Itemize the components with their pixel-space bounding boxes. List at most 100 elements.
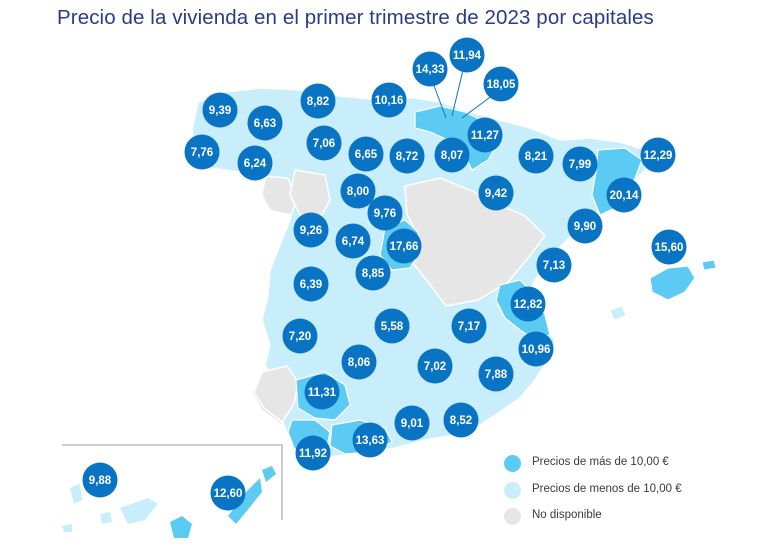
connector-14-33 bbox=[432, 82, 447, 119]
price-marker-label: 7,76 bbox=[191, 147, 213, 159]
price-marker: 11,92 bbox=[295, 435, 331, 471]
legend-label-above: Precios de más de 10,00 € bbox=[532, 456, 669, 468]
price-marker-circle bbox=[562, 146, 598, 182]
price-marker-circle bbox=[202, 92, 238, 128]
price-marker: 11,31 bbox=[304, 374, 340, 410]
price-marker-label: 18,05 bbox=[487, 79, 516, 91]
price-marker: 8,07 bbox=[434, 137, 470, 173]
price-marker: 9,01 bbox=[394, 405, 430, 441]
price-marker: 11,94 bbox=[449, 37, 485, 73]
region-balearic bbox=[649, 265, 696, 301]
price-marker-label: 7,06 bbox=[313, 138, 335, 150]
price-marker-circle bbox=[340, 173, 376, 209]
price-marker: 7,88 bbox=[478, 356, 514, 392]
price-marker: 8,52 bbox=[443, 402, 479, 438]
price-marker-label: 7,02 bbox=[424, 361, 446, 373]
price-marker-label: 8,72 bbox=[396, 151, 418, 163]
price-marker-circle bbox=[341, 344, 377, 380]
price-marker-label: 11,94 bbox=[453, 50, 482, 62]
price-marker-circle bbox=[374, 308, 410, 344]
price-marker-circle bbox=[606, 177, 642, 213]
price-marker: 9,76 bbox=[367, 195, 403, 231]
price-marker-circle bbox=[451, 308, 487, 344]
price-marker-circle bbox=[483, 66, 519, 102]
region-menorca bbox=[701, 259, 717, 271]
island-la-palma bbox=[70, 484, 82, 504]
price-marker-circle bbox=[389, 138, 425, 174]
island-el-hierro bbox=[62, 524, 72, 532]
region-ibiza bbox=[609, 305, 627, 321]
price-marker: 15,60 bbox=[651, 229, 687, 265]
price-marker-label: 6,65 bbox=[355, 149, 378, 161]
price-marker-circle bbox=[443, 402, 479, 438]
price-marker-label: 9,42 bbox=[485, 188, 507, 200]
price-marker-label: 12,60 bbox=[214, 488, 243, 500]
price-marker-label: 20,14 bbox=[610, 190, 639, 202]
price-marker-label: 11,27 bbox=[471, 130, 499, 142]
price-marker: 5,58 bbox=[374, 308, 410, 344]
price-marker: 7,13 bbox=[536, 247, 572, 283]
legend-label-unavailable: No disponible bbox=[532, 509, 602, 521]
price-marker-label: 9,76 bbox=[374, 208, 396, 220]
price-marker: 7,99 bbox=[562, 146, 598, 182]
price-marker: 7,76 bbox=[184, 134, 220, 170]
price-marker: 17,66 bbox=[386, 228, 422, 264]
price-marker-label: 6,39 bbox=[300, 279, 322, 291]
price-marker: 6,65 bbox=[348, 136, 384, 172]
island-lanzarote bbox=[262, 466, 276, 482]
price-marker-label: 11,31 bbox=[308, 387, 337, 399]
price-marker-circle bbox=[355, 255, 391, 291]
price-marker-circle bbox=[518, 138, 554, 174]
price-marker-circle bbox=[295, 435, 331, 471]
price-marker: 9,42 bbox=[478, 175, 514, 211]
price-marker-circle bbox=[449, 37, 485, 73]
price-marker-label: 6,24 bbox=[244, 158, 267, 170]
price-marker-label: 14,33 bbox=[416, 64, 445, 76]
price-marker: 7,17 bbox=[451, 308, 487, 344]
price-marker-circle bbox=[306, 125, 342, 161]
connector-11-94 bbox=[451, 69, 464, 117]
price-marker-label: 9,39 bbox=[209, 105, 231, 117]
price-marker: 6,39 bbox=[293, 266, 329, 302]
price-marker: 6,63 bbox=[247, 105, 283, 141]
price-marker-circle bbox=[394, 405, 430, 441]
price-marker-circle bbox=[478, 356, 514, 392]
island-tenerife bbox=[120, 498, 158, 524]
price-marker-circle bbox=[640, 137, 676, 173]
price-marker-label: 9,26 bbox=[300, 225, 322, 237]
legend-dot-above bbox=[504, 455, 521, 472]
price-marker: 18,05 bbox=[483, 66, 519, 102]
price-marker-label: 8,07 bbox=[441, 150, 463, 162]
price-marker-label: 15,60 bbox=[655, 242, 684, 254]
price-marker: 12,60 bbox=[210, 475, 246, 511]
price-marker: 8,06 bbox=[341, 344, 377, 380]
price-marker-label: 7,13 bbox=[543, 260, 565, 272]
price-marker-circle bbox=[386, 228, 422, 264]
island-la-gomera bbox=[100, 512, 112, 524]
price-marker: 9,90 bbox=[567, 208, 603, 244]
legend-dot-unavailable bbox=[504, 508, 521, 525]
price-marker-circle bbox=[335, 223, 371, 259]
price-marker-label: 13,63 bbox=[356, 435, 385, 447]
price-marker-circle bbox=[567, 208, 603, 244]
price-marker-label: 6,63 bbox=[254, 118, 276, 130]
price-marker-circle bbox=[247, 105, 283, 141]
price-marker-label: 5,58 bbox=[381, 321, 404, 333]
price-marker-circle bbox=[467, 117, 503, 153]
price-marker-circle bbox=[417, 348, 453, 384]
canary-inset bbox=[62, 444, 283, 538]
price-marker-circle bbox=[352, 422, 388, 458]
price-marker: 7,06 bbox=[306, 125, 342, 161]
price-marker-circle bbox=[536, 247, 572, 283]
price-marker: 9,39 bbox=[202, 92, 238, 128]
price-marker-circle bbox=[304, 374, 340, 410]
price-marker-circle bbox=[651, 229, 687, 265]
price-marker-label: 8,21 bbox=[525, 151, 548, 163]
price-marker-label: 7,99 bbox=[569, 159, 591, 171]
price-marker: 9,26 bbox=[293, 212, 329, 248]
price-marker-circle bbox=[184, 134, 220, 170]
price-marker-label: 8,52 bbox=[450, 415, 472, 427]
inset-frame bbox=[62, 444, 283, 520]
legend-label-below: Precios de menos de 10,00 € bbox=[532, 483, 682, 495]
